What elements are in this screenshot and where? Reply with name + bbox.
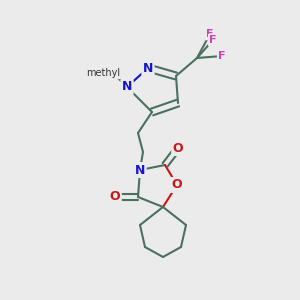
Text: F: F: [209, 35, 217, 45]
Text: F: F: [218, 51, 226, 61]
Text: N: N: [143, 61, 153, 74]
Text: methyl: methyl: [86, 68, 120, 78]
Text: O: O: [172, 178, 182, 191]
Text: O: O: [173, 142, 183, 154]
Text: F: F: [206, 29, 214, 39]
Text: N: N: [135, 164, 145, 176]
Text: N: N: [122, 80, 132, 94]
Text: O: O: [110, 190, 120, 203]
